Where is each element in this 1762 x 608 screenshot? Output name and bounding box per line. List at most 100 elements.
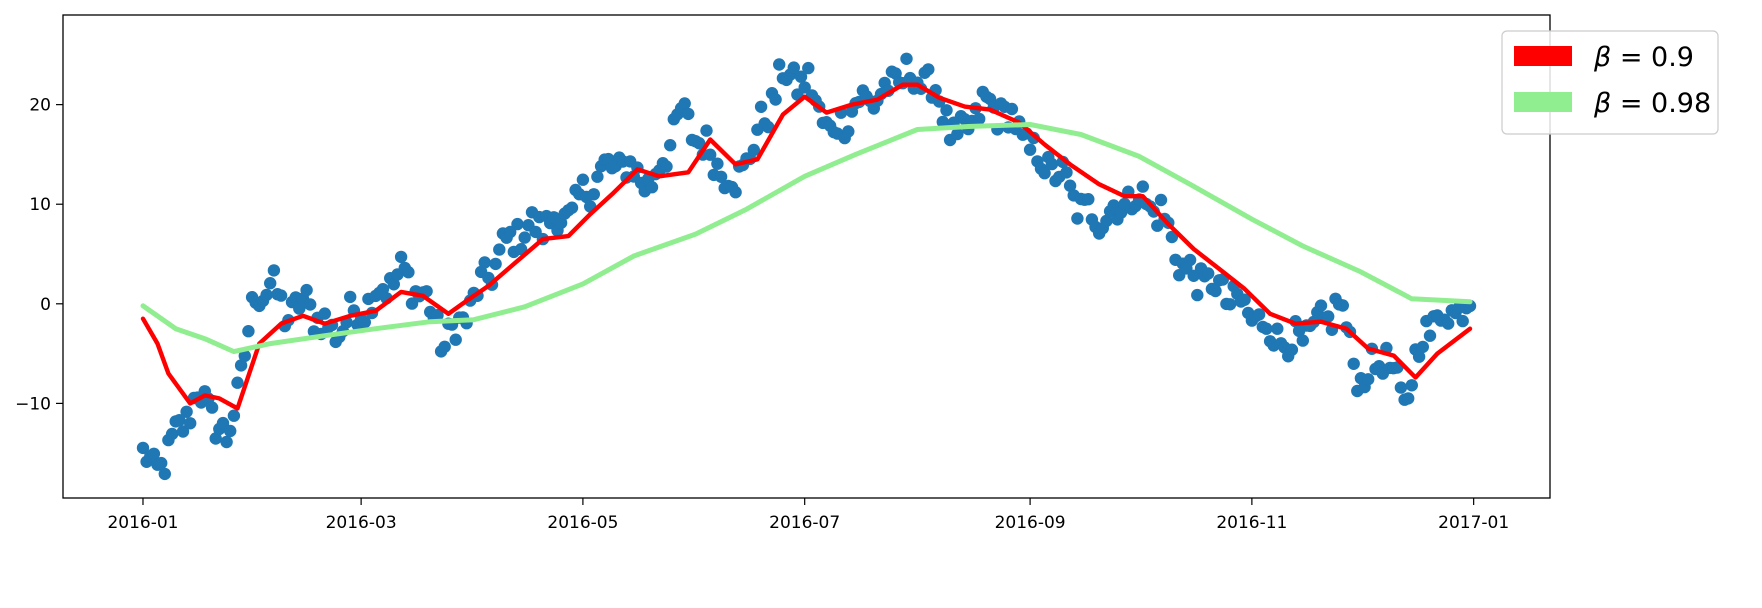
scatter-point xyxy=(176,425,190,438)
plot-frame xyxy=(62,14,1551,499)
scatter-point xyxy=(216,416,230,430)
x-tick-label: 2016-11 xyxy=(1216,513,1287,533)
scatter-point xyxy=(747,143,760,157)
legend: β = 0.9 β = 0.98 xyxy=(1501,30,1719,135)
scatter-point xyxy=(754,100,768,114)
scatter-point xyxy=(682,107,695,121)
legend-label-beta-0.98: β = 0.98 xyxy=(1593,88,1711,119)
scatter-point xyxy=(1456,314,1469,328)
scatter-point xyxy=(1416,340,1430,354)
scatter-point xyxy=(1412,350,1426,363)
scatter-point xyxy=(511,217,524,231)
scatter-point xyxy=(227,409,241,422)
scatter-point xyxy=(1063,179,1077,192)
scatter-point xyxy=(787,61,800,74)
x-tick-label: 2016-09 xyxy=(995,513,1066,533)
scatter-point xyxy=(1082,193,1095,206)
scatter-point xyxy=(274,289,288,302)
scatter-point xyxy=(693,137,706,150)
scatter-point xyxy=(1223,298,1237,311)
x-axis: 2016-01 2016-03 2016-05 2016-07 2016-09 2016-… xyxy=(107,498,1509,533)
scatter-point xyxy=(645,181,659,194)
scatter-point xyxy=(1271,322,1284,335)
legend-label-beta-0.9: β = 0.9 xyxy=(1593,42,1694,73)
scatter-point xyxy=(1005,102,1019,116)
scatter-point xyxy=(147,447,161,460)
scatter-point xyxy=(802,61,815,75)
scatter-point xyxy=(678,97,691,110)
series-line-0 xyxy=(140,82,1473,411)
scatter-point xyxy=(394,250,408,264)
y-tick-label: 10 xyxy=(29,195,51,215)
scatter-point xyxy=(1238,293,1251,306)
scatter-point xyxy=(402,266,415,279)
scatter-point xyxy=(260,288,273,302)
scatter-point xyxy=(1209,284,1222,298)
scatter-point xyxy=(1060,166,1073,179)
scatter-point xyxy=(798,81,811,94)
scatter-point xyxy=(1423,329,1437,342)
x-tick-label: 2017-01 xyxy=(1438,513,1509,533)
scatter-point xyxy=(387,278,400,291)
scatter-point xyxy=(1191,288,1204,302)
scatter-point xyxy=(729,186,742,199)
scatter-point xyxy=(209,432,222,445)
scatter-point xyxy=(231,376,244,389)
scatter-point xyxy=(1322,310,1335,323)
series-lines xyxy=(140,82,1473,411)
scatter-point xyxy=(1402,392,1415,405)
scatter-point xyxy=(576,173,590,186)
scatter-point xyxy=(587,188,600,201)
scatter-point xyxy=(591,170,604,183)
scatter-point xyxy=(1405,379,1419,392)
y-tick-label: −10 xyxy=(15,394,51,414)
scatter-point xyxy=(1071,212,1084,225)
scatter-point xyxy=(264,277,277,290)
x-tick-label: 2016-05 xyxy=(547,513,618,533)
scatter-point xyxy=(973,112,986,126)
scatter-point xyxy=(489,257,502,271)
scatter-point xyxy=(1100,214,1113,228)
legend-swatch-beta-0.9 xyxy=(1514,46,1572,66)
scatter-point xyxy=(238,349,251,363)
scatter-point xyxy=(1252,308,1266,321)
scatter-point xyxy=(1183,253,1197,267)
y-axis: −10 0 10 20 xyxy=(15,96,63,414)
scatter-point xyxy=(554,216,568,230)
scatter-point xyxy=(1136,180,1150,193)
series-line-1 xyxy=(140,122,1473,355)
scatter-point xyxy=(1336,299,1350,312)
scatter-point xyxy=(184,417,197,430)
scatter-point xyxy=(205,401,219,414)
scatter-point xyxy=(165,427,179,441)
scatter-point xyxy=(842,125,855,138)
scatter-point xyxy=(660,160,673,173)
scatter-point xyxy=(180,405,193,418)
x-tick-label: 2016-07 xyxy=(769,513,840,533)
scatter-point xyxy=(344,290,357,304)
x-tick-label: 2016-03 xyxy=(326,513,397,533)
scatter-point xyxy=(431,309,444,322)
scatter-point xyxy=(449,333,462,346)
scatter-point xyxy=(234,359,248,372)
scatter-point xyxy=(704,148,717,161)
scatter-point xyxy=(220,435,233,449)
scatter-point xyxy=(358,316,371,329)
scatter-point xyxy=(1038,167,1051,180)
scatter-point xyxy=(1285,343,1299,356)
scatter-point xyxy=(794,70,808,83)
scatter-point xyxy=(518,231,531,244)
scatter-point xyxy=(664,139,677,152)
scatter-point xyxy=(1045,157,1059,171)
scatter-point xyxy=(173,414,186,427)
scatter-point xyxy=(936,115,949,129)
scatter-point xyxy=(1202,267,1215,280)
scatter-point xyxy=(922,63,935,76)
scatter-point xyxy=(300,283,313,297)
scatter-point xyxy=(1347,357,1360,370)
scatter-point xyxy=(158,467,171,481)
scatter-point xyxy=(1362,373,1375,386)
scatter-point xyxy=(1260,322,1273,335)
y-tick-label: 20 xyxy=(29,96,51,116)
